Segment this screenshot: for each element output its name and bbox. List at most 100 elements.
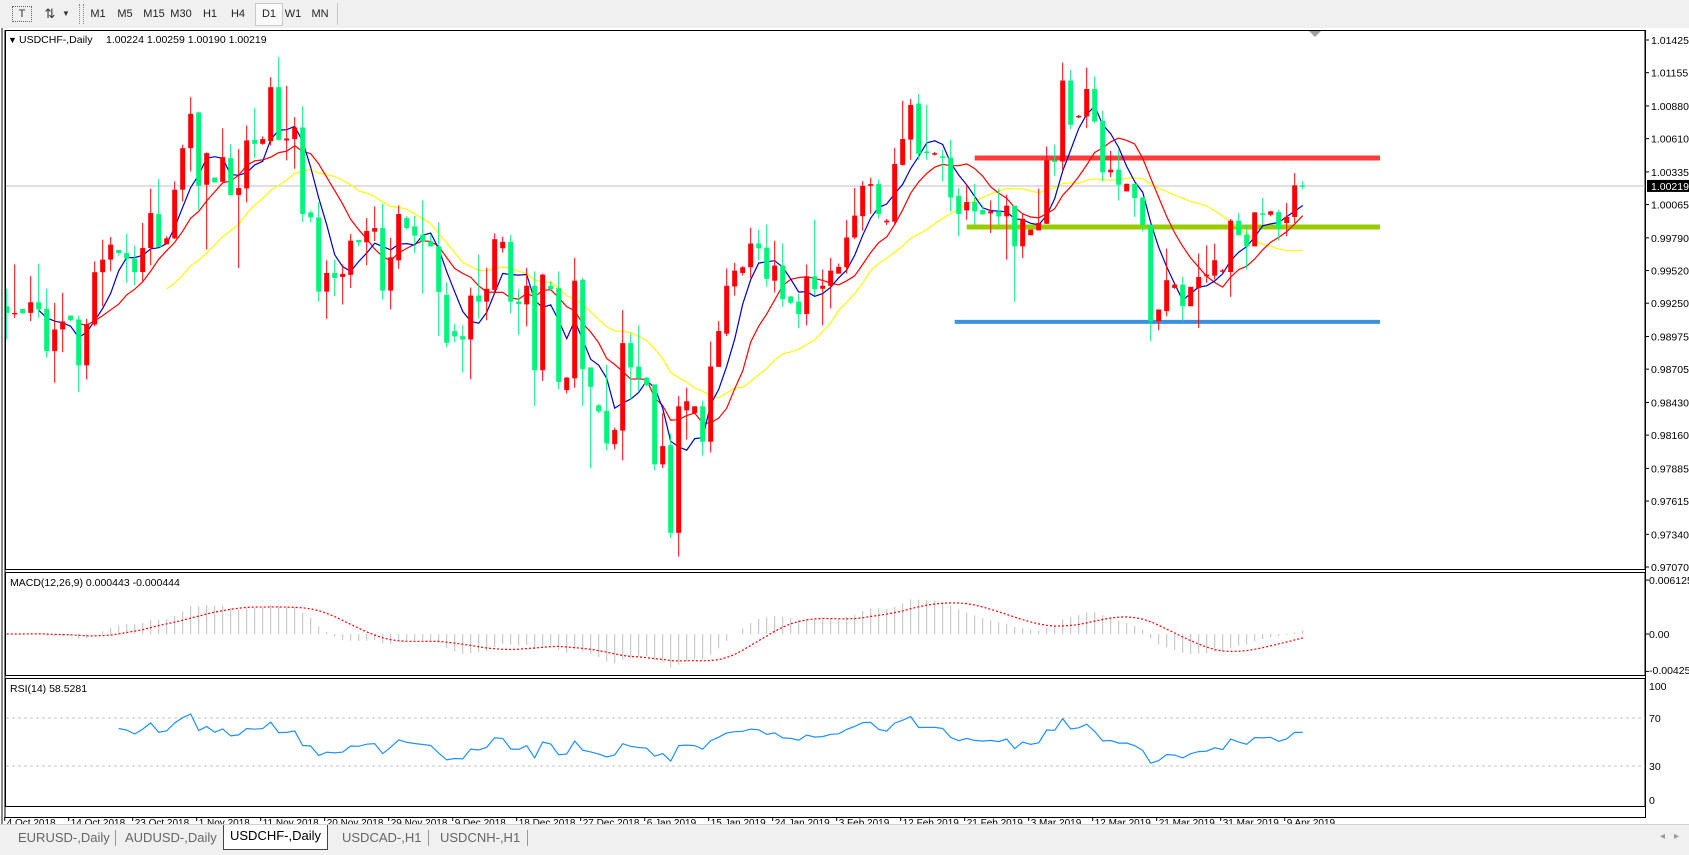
price-axis-label: 1.01155	[1651, 68, 1688, 80]
candle	[788, 295, 794, 305]
candle	[68, 315, 74, 322]
macd-axis-label: 0.00	[1649, 629, 1670, 641]
candle	[836, 263, 842, 274]
candle	[76, 315, 82, 393]
candle-body	[940, 156, 946, 158]
moving-average-mid-line	[78, 137, 1304, 424]
candle-body	[268, 87, 274, 142]
candle	[1220, 268, 1226, 273]
candle	[548, 281, 554, 290]
candle	[564, 376, 570, 394]
candle	[148, 188, 154, 266]
time-axis-label: 20 Nov 2018	[327, 818, 384, 824]
candle	[324, 260, 330, 319]
timeframe-h1[interactable]: H1	[202, 8, 218, 20]
candle	[204, 152, 210, 250]
candle	[580, 278, 586, 407]
candle	[748, 227, 754, 279]
candle	[876, 179, 882, 219]
text-label-icon[interactable]: T	[12, 6, 32, 22]
candle	[668, 433, 674, 538]
timeframe-w1[interactable]: W1	[284, 8, 302, 20]
tab-eurusd-daily[interactable]: EURUSD-,Daily	[18, 830, 110, 845]
candle-body	[884, 220, 890, 223]
tab-usdchf-daily[interactable]: USDCHF-,Daily	[223, 825, 328, 850]
chart-menu-triangle-icon[interactable]: ▼	[8, 35, 17, 45]
chart-shift-marker-icon[interactable]	[1309, 31, 1321, 37]
candle	[404, 216, 410, 230]
time-axis-label: 1 Nov 2018	[199, 818, 251, 824]
candle-body	[612, 429, 618, 445]
time-axis-label: 23 Oct 2018	[135, 818, 190, 824]
timeframe-h4[interactable]: H4	[230, 8, 246, 20]
candle-body	[948, 157, 954, 198]
timeframe-m30[interactable]: M30	[170, 8, 192, 20]
candle-body	[900, 138, 906, 165]
candle	[132, 245, 138, 286]
timeframe-mn[interactable]: MN	[311, 8, 329, 20]
candle-body	[740, 267, 746, 273]
scroll-left-icon[interactable]: ◂	[1660, 831, 1666, 842]
candle-body	[556, 288, 562, 382]
candle	[196, 111, 202, 210]
candle	[1052, 144, 1058, 176]
candle-body	[1108, 169, 1114, 173]
candle-body	[1004, 205, 1010, 217]
candle-body	[412, 226, 418, 236]
candle	[1204, 245, 1210, 283]
candle-body	[620, 343, 626, 431]
candle	[428, 234, 434, 247]
candle	[980, 205, 986, 215]
timeframe-m5[interactable]: M5	[117, 8, 133, 20]
chart-window[interactable]: 1.01425 1.01155 1.00880 1.00610 1.00335 1.000…	[0, 28, 1689, 824]
candle-body	[340, 273, 346, 277]
candle-body	[836, 266, 842, 274]
candle-body	[364, 230, 370, 243]
candle	[284, 85, 290, 161]
arrows-objects-icon[interactable]: ⇅	[44, 6, 56, 21]
candle	[756, 229, 762, 261]
candle-body	[108, 244, 114, 260]
candle-body	[588, 367, 594, 388]
candle	[1020, 213, 1026, 258]
candle-body	[164, 238, 170, 245]
candle-body	[284, 138, 290, 141]
candle-body	[756, 243, 762, 249]
candle	[252, 108, 258, 159]
time-axis-label: 18 Dec 2018	[519, 818, 576, 824]
candle	[1212, 243, 1218, 280]
candle-body	[132, 258, 138, 272]
tab-audusd-daily[interactable]: AUDUSD-,Daily	[125, 830, 217, 845]
price-axis-label: 0.97340	[1651, 529, 1689, 541]
candle	[340, 264, 346, 305]
dropdown-arrow-icon[interactable]: ▼	[62, 9, 70, 18]
rsi-title: RSI(14) 58.5281	[10, 683, 87, 695]
candle-body	[988, 211, 994, 214]
timeframe-m1[interactable]: M1	[90, 8, 106, 20]
candle-body	[252, 139, 258, 144]
candle	[1148, 224, 1154, 342]
candle-body	[156, 214, 162, 247]
candle-body	[372, 228, 378, 232]
candle-body	[532, 285, 538, 371]
macd-plot	[6, 599, 1304, 668]
candle-body	[708, 366, 714, 442]
scroll-right-icon[interactable]: ▸	[1674, 831, 1680, 842]
candle-body	[868, 184, 874, 186]
candle-body	[20, 308, 26, 314]
candle-body	[876, 184, 882, 214]
toolbar-grip[interactable]	[79, 4, 84, 24]
candle	[524, 267, 530, 327]
rsi-axis-label: 100	[1649, 681, 1667, 693]
tab-usdcnh-h1[interactable]: USDCNH-,H1	[440, 830, 521, 845]
candle	[1140, 197, 1146, 232]
timeframe-m15[interactable]: M15	[143, 8, 165, 20]
tab-usdcad-h1[interactable]: USDCAD-,H1	[342, 830, 422, 845]
rsi-axis-label: 30	[1649, 761, 1661, 773]
candle-body	[516, 301, 522, 305]
candle	[1012, 205, 1018, 303]
timeframe-d1[interactable]: D1	[255, 3, 283, 26]
candle-body	[84, 324, 90, 366]
candle-body	[12, 312, 18, 315]
candle-body	[676, 406, 682, 533]
